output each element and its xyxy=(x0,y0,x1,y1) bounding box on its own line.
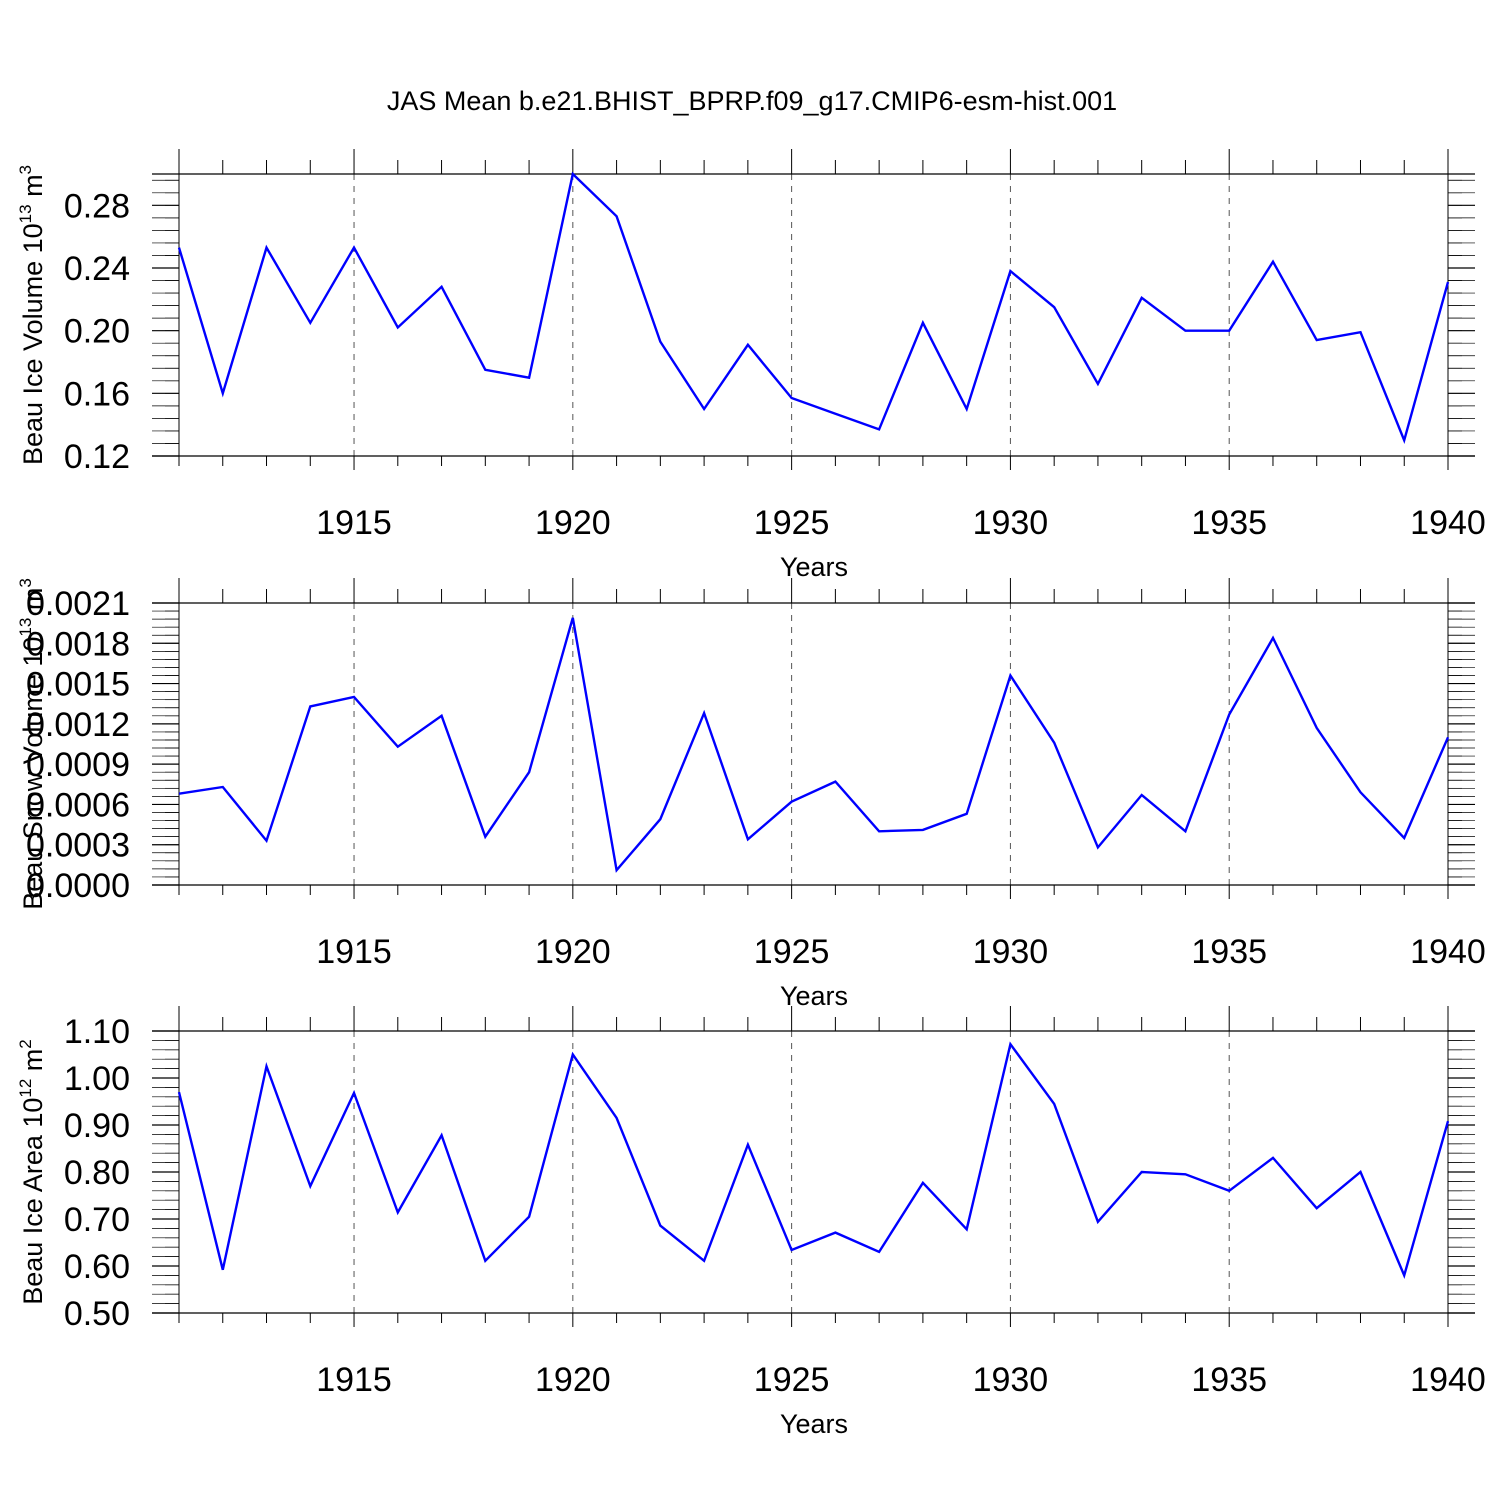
y-tick-label: 0.0009 xyxy=(26,746,130,784)
x-tick-label: 1940 xyxy=(1410,1361,1486,1399)
x-tick-label: 1930 xyxy=(973,1361,1049,1399)
series-line-1 xyxy=(177,1041,1450,1280)
y-tick-label: 0.0021 xyxy=(26,585,130,623)
y-tick-label: 0.24 xyxy=(64,250,130,288)
x-tick-label: 1925 xyxy=(754,933,830,971)
x-axis-label: Years xyxy=(780,981,848,1011)
x-tick-label: 1915 xyxy=(316,933,392,971)
x-axis-label: Years xyxy=(780,552,848,582)
y-tick-label: 0.0000 xyxy=(26,867,130,905)
y-axis-label: Beau Ice Volume 1013 m3 xyxy=(16,165,48,465)
y-axis-label: Beau Snow Volume 1013 m3 xyxy=(16,578,48,910)
y-tick-label: 0.12 xyxy=(64,438,130,476)
x-tick-label: 1935 xyxy=(1191,504,1267,542)
y-tick-label: 0.20 xyxy=(64,313,130,351)
panel-3: 1915 1920 1925 1930 1935 1940 Years 0.50 0.60 0.7… xyxy=(16,1006,1486,1439)
y-tick-label: 0.16 xyxy=(64,375,130,413)
x-tick-label: 1925 xyxy=(754,504,830,542)
panels: 1915 1920 1925 1930 1935 1940 Years 0.12 0.16 0.2… xyxy=(16,149,1486,1439)
y-tick-label: 0.28 xyxy=(64,187,130,225)
y-tick-label: 0.80 xyxy=(64,1154,130,1192)
y-tick-label: 1.00 xyxy=(64,1060,130,1098)
y-axis-label: Beau Ice Area 1012 m2 xyxy=(16,1039,48,1305)
x-tick-label: 1930 xyxy=(973,933,1049,971)
y-tick-label: 0.90 xyxy=(64,1107,130,1145)
x-tick-label: 1920 xyxy=(535,1361,611,1399)
y-tick-label: 0.0006 xyxy=(26,786,130,824)
series-line-1 xyxy=(177,171,1450,445)
x-tick-label: 1915 xyxy=(316,1361,392,1399)
panel-2: 1915 1920 1925 1930 1935 1940Years0.00000.000… xyxy=(16,578,1486,1011)
x-tick-label: 1940 xyxy=(1410,504,1486,542)
y-tick-label: 0.0003 xyxy=(26,827,130,865)
y-tick-label: 0.0015 xyxy=(26,666,130,704)
panel-1: 1915 1920 1925 1930 1935 1940 Years 0.12 0.16 0.2… xyxy=(16,149,1486,582)
x-tick-label: 1920 xyxy=(535,504,611,542)
x-tick-label: 1915 xyxy=(316,504,392,542)
y-tick-label: 0.0018 xyxy=(26,625,130,663)
x-tick-label: 1940 xyxy=(1410,933,1486,971)
x-tick-label: 1935 xyxy=(1191,933,1267,971)
x-tick-label: 1925 xyxy=(754,1361,830,1399)
figure-title: JAS Mean b.e21.BHIST_BPRP.f09_g17.CMIP6-… xyxy=(387,86,1117,116)
y-tick-label: 1.10 xyxy=(64,1013,130,1051)
x-tick-label: 1930 xyxy=(973,504,1049,542)
series-line-1 xyxy=(178,617,1450,873)
y-tick-label: 0.70 xyxy=(64,1201,130,1239)
y-tick-label: 0.0012 xyxy=(26,706,130,744)
x-tick-label: 1935 xyxy=(1191,1361,1267,1399)
x-axis-label: Years xyxy=(780,1409,848,1439)
y-tick-label: 0.50 xyxy=(64,1295,130,1333)
y-tick-label: 0.60 xyxy=(64,1248,130,1286)
x-tick-label: 1920 xyxy=(535,933,611,971)
